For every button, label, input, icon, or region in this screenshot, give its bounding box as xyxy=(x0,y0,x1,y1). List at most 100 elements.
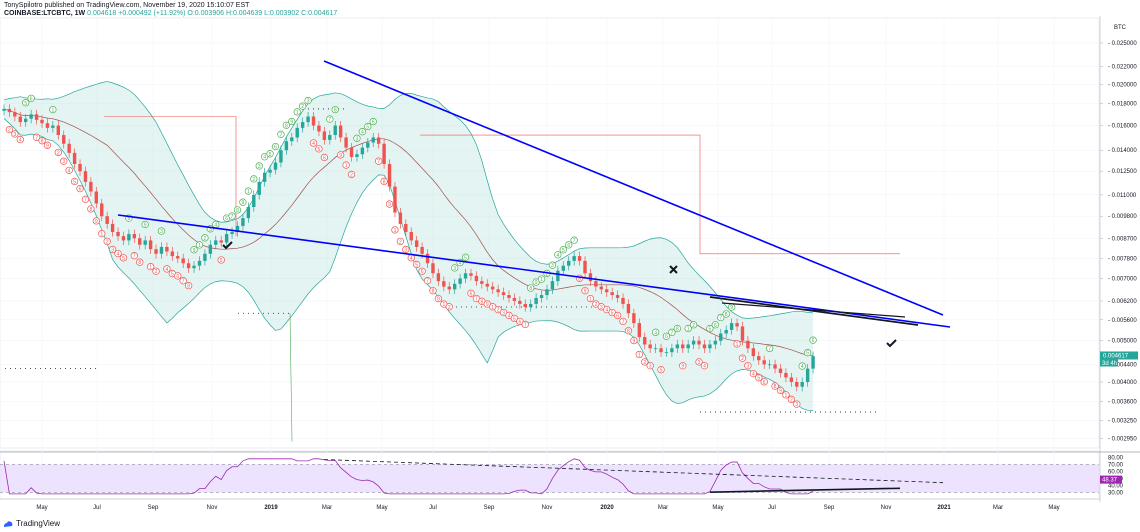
rsi-tick-label: 30.00 xyxy=(1108,490,1124,496)
candle-body xyxy=(681,344,685,349)
candle-body xyxy=(34,114,39,120)
candle-body xyxy=(67,143,71,153)
candle-body xyxy=(572,256,576,261)
candle-body xyxy=(795,382,799,387)
y-tick-label: - 0.003250 xyxy=(1108,418,1137,424)
td-count-label: 3 xyxy=(649,364,652,370)
td-count-label: 3 xyxy=(551,263,554,269)
td-count-marker xyxy=(537,275,546,283)
td-count-label: 6 xyxy=(665,334,668,340)
td-count-marker xyxy=(54,148,62,157)
candle-body xyxy=(13,112,17,117)
td-count-marker xyxy=(711,321,719,329)
rsi-tick-label: 60.00 xyxy=(1108,469,1124,475)
td-count-marker xyxy=(141,220,149,229)
candle-body xyxy=(18,116,22,123)
td-count-marker xyxy=(201,234,209,242)
td-count-label: 8 xyxy=(676,327,679,333)
candle-body xyxy=(241,218,245,226)
candle-body xyxy=(757,356,761,361)
td-count-label: 2 xyxy=(57,150,60,156)
td-count-marker xyxy=(108,245,117,254)
candlesticks xyxy=(2,104,815,392)
candle-body xyxy=(83,171,88,182)
td-count-label: 1 xyxy=(345,163,348,169)
td-count-marker xyxy=(38,137,46,145)
bollinger-bands xyxy=(3,81,900,442)
td-count-marker xyxy=(744,362,752,370)
td-count-marker xyxy=(119,254,128,262)
candle-body xyxy=(360,147,365,155)
td-count-marker xyxy=(624,327,633,335)
td-count-marker xyxy=(418,267,426,275)
td-count-label: 7 xyxy=(622,319,625,325)
td-count-marker xyxy=(684,324,692,333)
x-tick-label: Jul xyxy=(429,505,437,511)
td-count-marker xyxy=(32,133,41,141)
candle-body xyxy=(273,162,278,170)
candle-body xyxy=(729,323,734,330)
td-count-label: 1 xyxy=(736,342,739,348)
td-count-marker xyxy=(342,161,350,169)
td-count-label: 5 xyxy=(513,316,516,322)
td-count-marker xyxy=(358,128,367,136)
candle-body xyxy=(480,281,484,284)
td-count-label: 6 xyxy=(30,96,33,102)
td-count-label: 4 xyxy=(263,155,266,161)
td-count-label: 8 xyxy=(236,208,239,214)
td-count-marker xyxy=(43,141,52,149)
candle-body xyxy=(376,137,381,144)
td-count-label: 2 xyxy=(399,239,402,245)
candle-body xyxy=(746,340,750,349)
candle-body xyxy=(127,234,131,241)
candle-body xyxy=(40,119,44,124)
candle-body xyxy=(485,283,489,287)
candle-body xyxy=(784,372,788,378)
candle-body xyxy=(567,260,571,266)
candle-body xyxy=(290,137,294,142)
candle-body xyxy=(610,292,614,296)
candle-body xyxy=(7,108,12,113)
y-tick-label: - 0.014000 xyxy=(1108,148,1137,154)
td-count-marker xyxy=(87,205,95,213)
td-count-label: 1 xyxy=(247,189,250,195)
y-tick-label: - 0.018000 xyxy=(1108,102,1137,108)
td-count-marker xyxy=(657,365,665,374)
rsi-tick-label: 70.00 xyxy=(1108,462,1124,468)
td-count-label: 4 xyxy=(166,267,169,273)
td-count-marker xyxy=(375,157,383,165)
td-count-marker xyxy=(679,362,687,370)
td-count-marker xyxy=(217,256,225,264)
x-tick-label: Nov xyxy=(207,505,218,511)
candle-body xyxy=(29,114,33,119)
td-count-label: 5 xyxy=(220,258,223,264)
candle-body xyxy=(295,127,299,138)
candle-body xyxy=(811,356,815,369)
candle-body xyxy=(387,163,392,187)
td-count-label: 5 xyxy=(611,311,614,317)
td-count-label: 4 xyxy=(556,253,559,259)
candle-body xyxy=(322,131,327,140)
candle-body xyxy=(648,344,652,349)
candle-body xyxy=(371,137,375,143)
td-count-marker xyxy=(521,320,529,329)
candle-body xyxy=(789,377,794,383)
candle-body xyxy=(317,125,321,132)
td-count-label: 4 xyxy=(117,252,120,258)
candle-body xyxy=(632,313,636,324)
td-count-label: 8 xyxy=(529,286,532,292)
td-count-marker xyxy=(136,258,144,266)
td-count-label: 3 xyxy=(698,360,701,366)
ohlc-values: O:0.003906 H:0.004639 L:0.003902 C:0.004… xyxy=(187,10,338,17)
x-tick-label: May xyxy=(36,505,47,511)
td-count-label: 1 xyxy=(687,327,690,333)
td-count-label: 8 xyxy=(89,207,92,213)
candle-body xyxy=(72,152,77,164)
y-tick-label: - 0.020000 xyxy=(1108,82,1137,88)
candle-body xyxy=(740,326,745,341)
td-count-label: 4 xyxy=(410,256,413,262)
rsi-current-tag xyxy=(1100,475,1122,484)
y-tick-label: - 0.025000 xyxy=(1108,41,1137,47)
td-count-label: 8 xyxy=(725,312,728,318)
